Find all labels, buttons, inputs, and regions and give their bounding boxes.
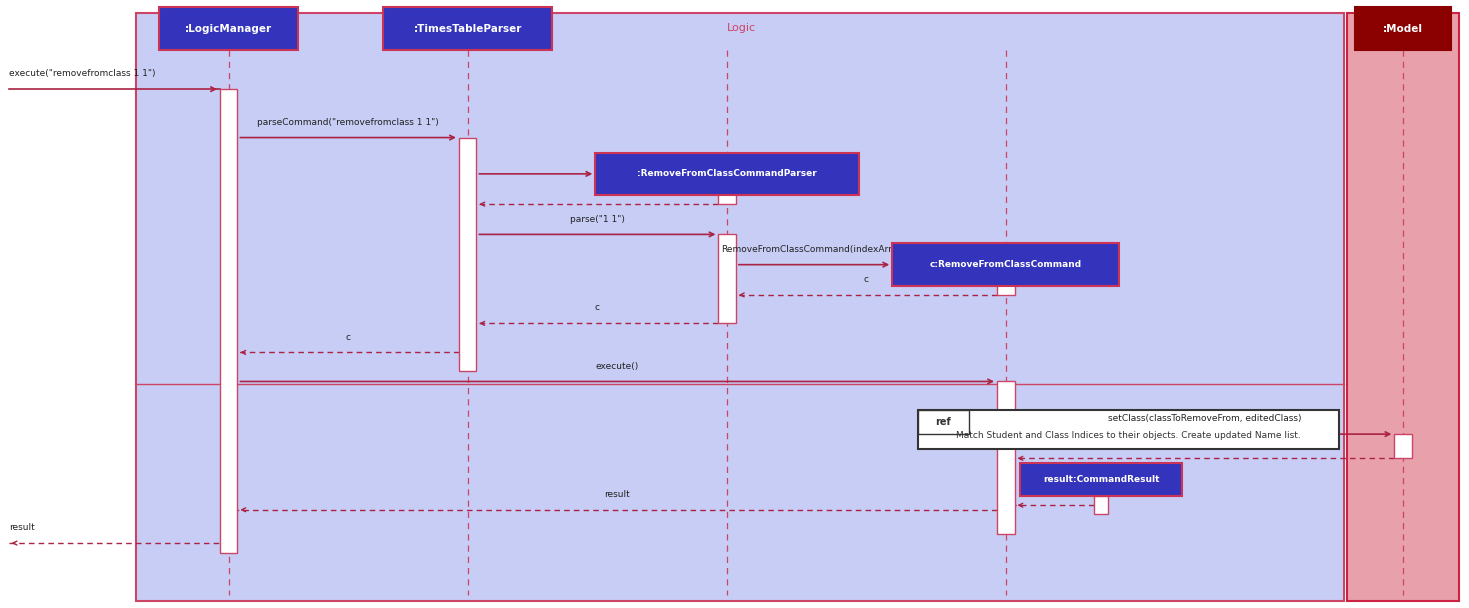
Text: c: c bbox=[345, 333, 351, 342]
Text: :RemoveFromClassCommandParser: :RemoveFromClassCommandParser bbox=[638, 170, 817, 178]
FancyBboxPatch shape bbox=[159, 7, 298, 50]
FancyBboxPatch shape bbox=[458, 137, 476, 370]
Text: :LogicManager: :LogicManager bbox=[185, 24, 272, 33]
FancyBboxPatch shape bbox=[918, 410, 1338, 449]
Text: Logic: Logic bbox=[727, 22, 757, 33]
FancyBboxPatch shape bbox=[383, 7, 552, 50]
FancyBboxPatch shape bbox=[1394, 434, 1412, 458]
FancyBboxPatch shape bbox=[718, 174, 736, 204]
FancyBboxPatch shape bbox=[997, 264, 1015, 295]
Text: result: result bbox=[9, 523, 34, 532]
FancyBboxPatch shape bbox=[137, 13, 1344, 601]
Text: RemoveFromClassCommand(indexArray): RemoveFromClassCommand(indexArray) bbox=[721, 245, 906, 254]
Text: c:RemoveFromClassCommand: c:RemoveFromClassCommand bbox=[930, 260, 1081, 269]
Text: ref: ref bbox=[936, 417, 952, 427]
FancyBboxPatch shape bbox=[997, 381, 1015, 534]
Text: :TimesTableParser: :TimesTableParser bbox=[413, 24, 521, 33]
Text: :Model: :Model bbox=[1384, 24, 1423, 33]
Text: result:CommandResult: result:CommandResult bbox=[1043, 475, 1159, 484]
Text: parseCommand("removefromclass 1 1"): parseCommand("removefromclass 1 1") bbox=[257, 118, 439, 126]
FancyBboxPatch shape bbox=[892, 243, 1119, 286]
FancyBboxPatch shape bbox=[1347, 13, 1459, 601]
FancyBboxPatch shape bbox=[1356, 7, 1451, 50]
Text: execute(): execute() bbox=[595, 362, 639, 370]
Text: execute("removefromclass 1 1"): execute("removefromclass 1 1") bbox=[9, 69, 156, 78]
FancyBboxPatch shape bbox=[1094, 496, 1109, 514]
Text: Match Student and Class Indices to their objects. Create updated Name list.: Match Student and Class Indices to their… bbox=[956, 431, 1300, 440]
Text: result: result bbox=[604, 490, 630, 499]
FancyBboxPatch shape bbox=[1021, 463, 1181, 496]
FancyBboxPatch shape bbox=[918, 410, 970, 434]
Text: c: c bbox=[864, 275, 870, 284]
Text: Model: Model bbox=[1384, 22, 1422, 33]
Text: setClass(classToRemoveFrom, editedClass): setClass(classToRemoveFrom, editedClass) bbox=[1108, 414, 1302, 423]
FancyBboxPatch shape bbox=[718, 235, 736, 323]
Text: c: c bbox=[595, 303, 599, 313]
FancyBboxPatch shape bbox=[220, 89, 238, 553]
Text: parse("1 1"): parse("1 1") bbox=[570, 215, 624, 224]
FancyBboxPatch shape bbox=[595, 153, 859, 195]
